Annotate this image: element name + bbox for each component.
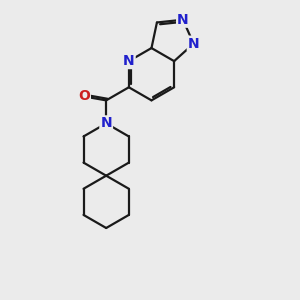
Text: O: O [78, 89, 90, 103]
Text: N: N [177, 13, 189, 27]
Text: N: N [188, 37, 200, 51]
Text: N: N [100, 116, 112, 130]
Text: N: N [123, 54, 135, 68]
